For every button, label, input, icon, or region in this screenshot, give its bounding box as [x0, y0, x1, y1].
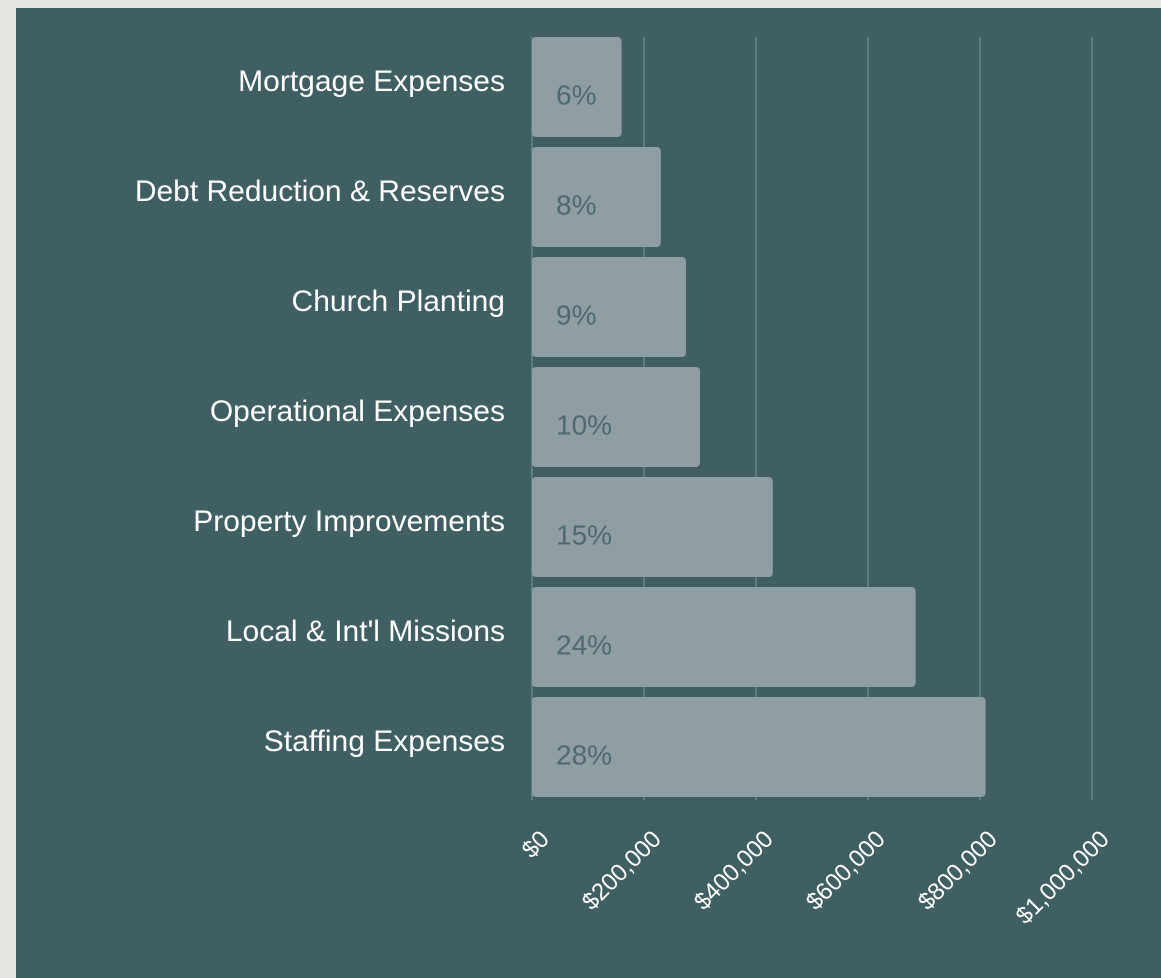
bar: [532, 147, 661, 247]
category-label: Local & Int'l Missions: [226, 615, 505, 648]
category-label: Debt Reduction & Reserves: [135, 175, 505, 208]
bar: [532, 367, 700, 467]
share-label: 24%: [556, 629, 612, 660]
bar: [532, 37, 622, 137]
share-label: 15%: [556, 519, 612, 550]
category-label: Operational Expenses: [210, 395, 505, 428]
bar: [532, 477, 773, 577]
share-label: 6%: [556, 79, 596, 110]
share-label: 8%: [556, 189, 596, 220]
share-label: 10%: [556, 409, 612, 440]
share-label: 28%: [556, 739, 612, 770]
bar: [532, 257, 686, 357]
category-label: Mortgage Expenses: [238, 65, 505, 98]
bar: [532, 697, 986, 797]
category-label: Property Improvements: [193, 505, 505, 538]
category-label: Staffing Expenses: [264, 725, 505, 758]
share-label: 9%: [556, 299, 596, 330]
bar: [532, 587, 916, 687]
category-label: Church Planting: [292, 285, 505, 318]
